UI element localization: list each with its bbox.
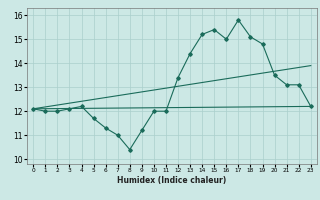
X-axis label: Humidex (Indice chaleur): Humidex (Indice chaleur) bbox=[117, 176, 227, 185]
